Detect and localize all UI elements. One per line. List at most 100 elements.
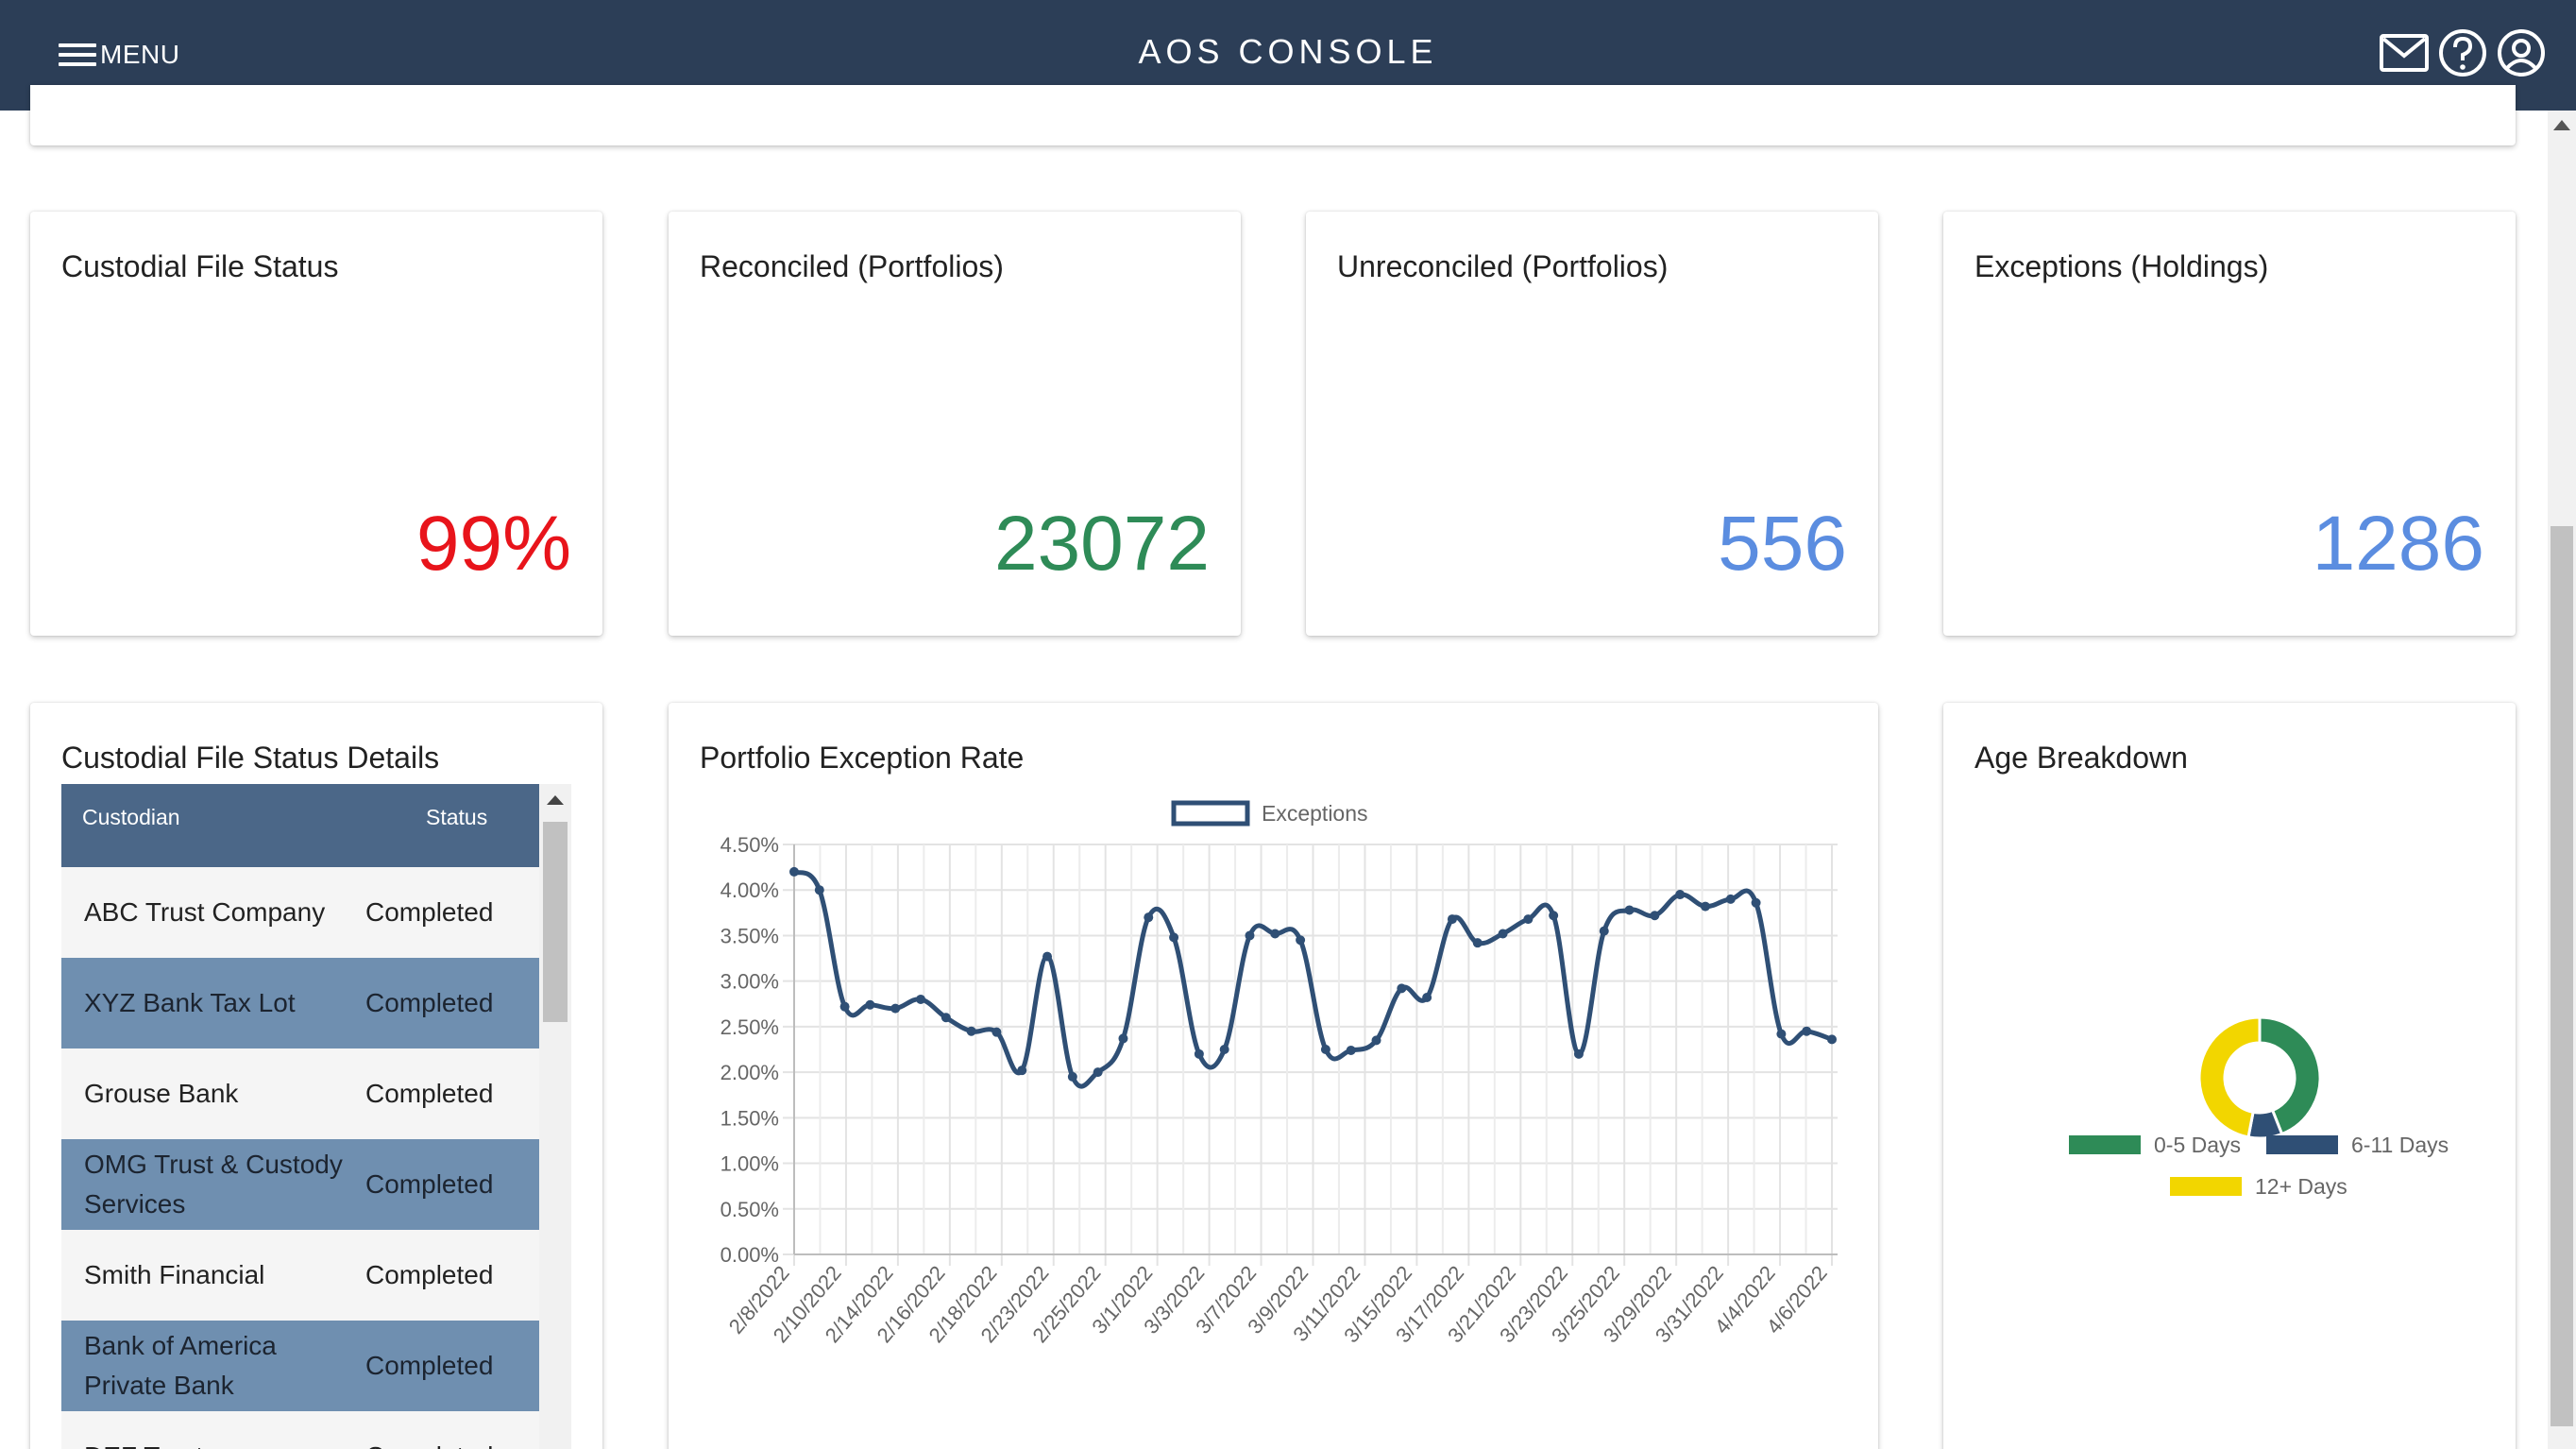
custodian-table: Custodian Status ABC Trust Company Compl…	[61, 784, 571, 1449]
data-point	[1245, 930, 1255, 941]
y-tick-label: 4.00%	[720, 878, 779, 902]
legend-swatch	[2069, 1135, 2141, 1154]
data-point	[1523, 914, 1534, 925]
custodian-cell: XYZ Bank Tax Lot	[84, 988, 296, 1017]
custodian-cell: DEF Trust	[84, 1411, 358, 1449]
data-point	[1118, 1033, 1128, 1044]
mail-icon[interactable]	[2378, 26, 2431, 79]
y-tick-label: 3.00%	[720, 970, 779, 994]
status-cell: Completed	[365, 988, 494, 1017]
table-scrollbar-thumb[interactable]	[543, 822, 568, 1022]
y-tick-label: 3.50%	[720, 924, 779, 947]
data-point	[890, 1003, 901, 1014]
data-point	[1827, 1034, 1837, 1045]
table-header: Custodian Status	[61, 784, 539, 867]
legend-swatch	[2170, 1177, 2242, 1196]
y-tick-label: 1.50%	[720, 1106, 779, 1130]
table-row[interactable]: XYZ Bank Tax Lot Completed	[61, 958, 539, 1048]
legend-label: 12+ Days	[2255, 1174, 2347, 1199]
table-row[interactable]: Grouse Bank Completed	[61, 1048, 539, 1139]
y-tick-label: 0.00%	[720, 1243, 779, 1267]
y-tick-label: 2.50%	[720, 1015, 779, 1039]
data-point	[966, 1026, 976, 1036]
kpi-card-exceptions: Exceptions (Holdings) 1286	[1943, 212, 2516, 636]
donut-slice	[2197, 1015, 2262, 1139]
card-title: Custodial File Status Details	[61, 741, 440, 775]
custodian-cell: Bank of America Private Bank	[84, 1331, 277, 1400]
kpi-value: 556	[1718, 501, 1847, 587]
kpi-card-reconciled: Reconciled (Portfolios) 23072	[669, 212, 1241, 636]
data-point	[1397, 983, 1407, 994]
data-point	[1549, 911, 1559, 921]
y-tick-label: 2.00%	[720, 1061, 779, 1084]
data-point	[1498, 929, 1508, 939]
app-title: AOS CONSOLE	[1138, 32, 1438, 71]
table-row[interactable]: DEF Trust Completed	[61, 1411, 539, 1449]
data-point	[1624, 905, 1635, 915]
data-point	[1802, 1026, 1812, 1036]
y-tick-label: 1.00%	[720, 1152, 779, 1176]
custodial-details-card: Custodial File Status Details Custodian …	[30, 703, 602, 1449]
data-point	[991, 1027, 1002, 1037]
kpi-value: 1286	[2312, 501, 2484, 587]
status-cell: Completed	[365, 897, 494, 927]
data-point	[1776, 1029, 1787, 1039]
data-point	[1219, 1045, 1229, 1054]
data-point	[1296, 935, 1306, 946]
column-header-custodian[interactable]: Custodian	[82, 805, 180, 829]
age-breakdown-card: Age Breakdown 0-5 Days 6-11 Days 12+ Days	[1943, 703, 2516, 1449]
exception-rate-card: Portfolio Exception Rate Exceptions 0.00%…	[669, 703, 1878, 1449]
table-row[interactable]: OMG Trust & Custody Services Completed	[61, 1139, 539, 1230]
card-title: Portfolio Exception Rate	[700, 741, 1025, 775]
data-point	[1371, 1035, 1381, 1046]
account-icon[interactable]	[2495, 26, 2548, 79]
y-tick-label: 0.50%	[720, 1198, 779, 1221]
data-point	[1599, 926, 1609, 936]
data-point	[1725, 894, 1736, 904]
data-point	[1573, 1048, 1584, 1059]
legend-swatch	[2266, 1135, 2338, 1154]
kpi-card-file-status: Custodial File Status 99%	[30, 212, 602, 636]
menu-button[interactable]: MENU	[59, 34, 179, 76]
legend-swatch	[1171, 800, 1250, 827]
data-point	[1320, 1045, 1330, 1054]
status-cell: Completed	[365, 1260, 494, 1289]
data-point	[1422, 993, 1432, 1003]
data-point	[1472, 938, 1483, 948]
menu-label: MENU	[100, 40, 180, 69]
legend-label: 0-5 Days	[2154, 1133, 2241, 1157]
kpi-value: 23072	[993, 501, 1210, 587]
scroll-up-icon[interactable]	[547, 795, 564, 805]
chart-legend: Exceptions	[1171, 800, 1368, 827]
card-title: Age Breakdown	[1974, 741, 2188, 775]
help-icon[interactable]	[2436, 26, 2489, 79]
kpi-value: 99%	[415, 501, 571, 587]
custodian-cell: ABC Trust Company	[84, 897, 326, 927]
custodian-cell: OMG Trust & Custody Services	[84, 1150, 343, 1219]
y-tick-label: 4.50%	[720, 833, 779, 857]
column-header-status[interactable]: Status	[426, 805, 488, 829]
data-point	[1346, 1045, 1356, 1055]
scrollbar-thumb[interactable]	[2551, 526, 2573, 1426]
kpi-title: Unreconciled (Portfolios)	[1337, 249, 1669, 283]
kpi-title: Exceptions (Holdings)	[1974, 249, 2269, 283]
table-scrollbar[interactable]	[539, 784, 571, 1449]
data-point	[1270, 929, 1280, 939]
legend-label: Exceptions	[1262, 801, 1368, 826]
scroll-up-icon[interactable]	[2553, 120, 2570, 130]
data-point	[865, 999, 875, 1010]
data-point	[1169, 932, 1179, 943]
data-point	[789, 866, 799, 877]
table-row[interactable]: Smith Financial Completed	[61, 1230, 539, 1321]
data-point	[1093, 1067, 1103, 1078]
data-point	[916, 994, 926, 1004]
table-row[interactable]: ABC Trust Company Completed	[61, 867, 539, 958]
legend-label: 6-11 Days	[2351, 1133, 2449, 1157]
page-scrollbar[interactable]	[2548, 111, 2576, 1449]
data-point	[1700, 901, 1710, 912]
data-point	[1144, 912, 1154, 923]
table-row[interactable]: Bank of America Private Bank Completed	[61, 1321, 539, 1411]
data-point	[1447, 914, 1457, 925]
overview-card	[30, 85, 2516, 145]
